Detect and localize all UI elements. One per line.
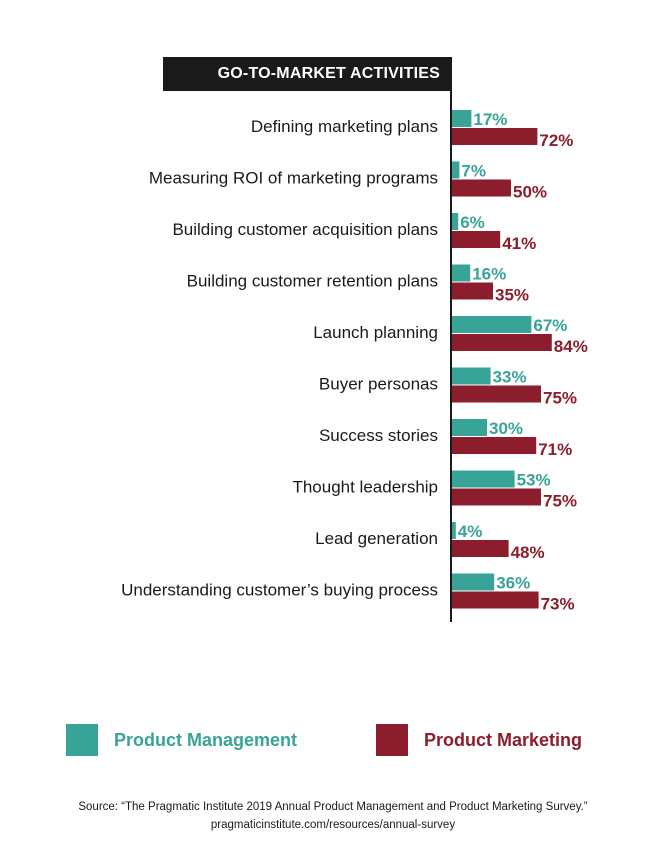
bar-product-management-building-customer-acquisition-plans — [451, 213, 459, 230]
value-label-product-marketing-measuring-roi-of-marketing-programs: 50% — [513, 183, 547, 202]
category-label-buyer-personas: Buyer personas — [319, 375, 438, 394]
bar-product-management-defining-marketing-plans — [451, 110, 472, 127]
value-label-product-management-lead-generation: 4% — [458, 522, 483, 541]
legend-item-product-marketing: Product Marketing — [376, 722, 582, 758]
category-label-thought-leadership: Thought leadership — [292, 478, 438, 497]
value-label-product-marketing-launch-planning: 84% — [554, 337, 588, 356]
value-label-product-marketing-thought-leadership: 75% — [543, 492, 577, 511]
bar-product-management-lead-generation — [451, 522, 456, 539]
category-label-building-customer-acquisition-plans: Building customer acquisition plans — [172, 220, 438, 239]
category-label-building-customer-retention-plans: Building customer retention plans — [187, 272, 438, 291]
source-url: pragmaticinstitute.com/resources/annual-… — [210, 819, 456, 831]
chart-title: GO-TO-MARKET ACTIVITIES — [163, 57, 452, 91]
category-label-measuring-roi-of-marketing-programs: Measuring ROI of marketing programs — [149, 169, 438, 188]
bar-product-management-measuring-roi-of-marketing-programs — [451, 161, 460, 179]
value-label-product-management-building-customer-acquisition-plans: 6% — [460, 213, 485, 232]
value-label-product-marketing-buyer-personas: 75% — [543, 389, 577, 408]
bar-product-management-understanding-customer-s-buying-process — [451, 573, 495, 591]
value-label-product-management-understanding-customer-s-buying-process: 36% — [496, 574, 530, 593]
legend-item-product-management: Product Management — [66, 722, 297, 758]
bar-product-marketing-launch-planning — [451, 334, 552, 351]
legend-label-product-management: Product Management — [114, 729, 298, 750]
value-label-product-marketing-success-stories: 71% — [538, 440, 572, 459]
legend-label-product-marketing: Product Marketing — [424, 729, 583, 750]
value-label-product-management-launch-planning: 67% — [533, 316, 567, 335]
bar-product-marketing-understanding-customer-s-buying-process — [451, 591, 539, 609]
bar-product-marketing-lead-generation — [451, 540, 509, 557]
value-label-product-marketing-understanding-customer-s-buying-process: 73% — [541, 595, 575, 614]
value-label-product-marketing-building-customer-acquisition-plans: 41% — [502, 234, 536, 253]
value-label-product-management-measuring-roi-of-marketing-programs: 7% — [461, 162, 486, 181]
bar-product-marketing-defining-marketing-plans — [451, 128, 538, 145]
bar-product-marketing-buyer-personas — [451, 385, 541, 403]
bar-product-management-success-stories — [451, 419, 487, 436]
category-label-success-stories: Success stories — [319, 426, 438, 445]
value-label-product-management-thought-leadership: 53% — [517, 471, 551, 490]
bar-product-management-launch-planning — [451, 316, 532, 333]
bar-product-management-buyer-personas — [451, 367, 491, 385]
source-citation: Source: “The Pragmatic Institute 2019 An… — [78, 801, 588, 813]
value-label-product-marketing-lead-generation: 48% — [511, 543, 545, 562]
category-label-lead-generation: Lead generation — [315, 529, 438, 548]
category-label-defining-marketing-plans: Defining marketing plans — [251, 117, 438, 136]
bar-product-marketing-building-customer-acquisition-plans — [451, 231, 501, 248]
bar-product-management-building-customer-retention-plans — [451, 264, 471, 282]
bar-product-marketing-building-customer-retention-plans — [451, 282, 493, 300]
legend-swatch-product-management — [66, 724, 98, 756]
value-label-product-management-success-stories: 30% — [489, 419, 523, 438]
value-label-product-management-defining-marketing-plans: 17% — [473, 110, 507, 129]
legend-swatch-product-marketing — [376, 724, 408, 756]
value-label-product-marketing-building-customer-retention-plans: 35% — [495, 286, 529, 305]
bar-product-marketing-measuring-roi-of-marketing-programs — [451, 179, 511, 197]
bar-product-marketing-success-stories — [451, 437, 537, 454]
value-label-product-management-buyer-personas: 33% — [493, 368, 527, 387]
category-label-launch-planning: Launch planning — [313, 323, 438, 342]
value-label-product-marketing-defining-marketing-plans: 72% — [539, 131, 573, 150]
bar-chart: Defining marketing plans 17% 72% Measuring … — [121, 91, 588, 622]
bar-product-marketing-thought-leadership — [451, 488, 541, 506]
bar-product-management-thought-leadership — [451, 470, 515, 488]
value-label-product-management-building-customer-retention-plans: 16% — [472, 265, 506, 284]
category-label-understanding-customer-s-buying-process: Understanding customer’s buying process — [121, 581, 438, 600]
